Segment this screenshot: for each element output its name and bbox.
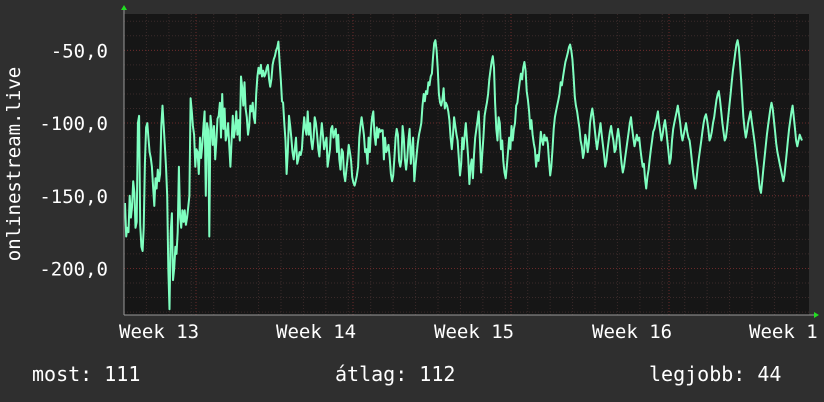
series-line xyxy=(124,39,803,311)
x-tick-labels: Week 13 Week 14 Week 15 Week 16 Week 1 xyxy=(119,321,818,343)
best-value: legjobb: 44 xyxy=(649,362,782,386)
axes xyxy=(121,5,819,318)
plot-area xyxy=(124,14,809,315)
y-tick-labels: -50,0 -100,0 -150,0 -200,0 xyxy=(39,40,108,280)
average-value: átlag: 112 xyxy=(335,362,456,386)
x-tick-label: Week 1 xyxy=(749,321,818,343)
current-value: most: 111 xyxy=(32,362,141,386)
x-axis-arrow xyxy=(814,312,819,318)
y-axis-label: onlinestream.live xyxy=(3,67,25,261)
x-tick-label: Week 14 xyxy=(276,321,356,343)
x-tick-label: Week 16 xyxy=(592,321,672,343)
y-tick-label: -100,0 xyxy=(39,113,108,135)
x-tick-label: Week 13 xyxy=(119,321,199,343)
y-tick-label: -150,0 xyxy=(39,186,108,208)
y-tick-label: -50,0 xyxy=(51,40,108,62)
y-axis-arrow xyxy=(121,5,127,10)
series-layer xyxy=(124,39,803,311)
y-tick-label: -200,0 xyxy=(39,258,108,280)
x-tick-label: Week 15 xyxy=(434,321,514,343)
